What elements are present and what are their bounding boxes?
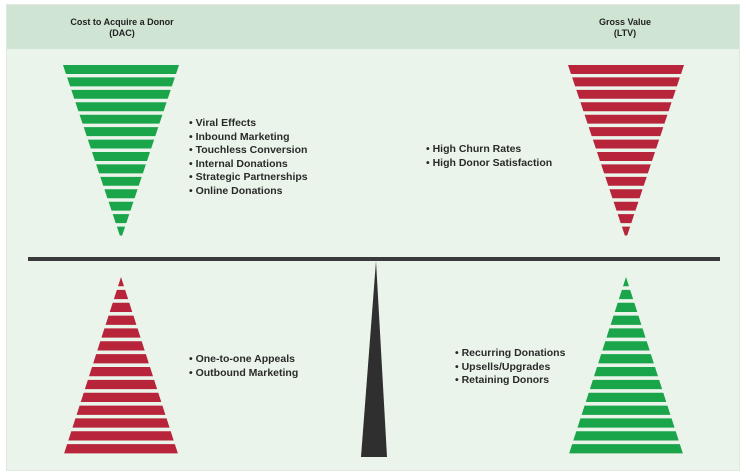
list-item: Upsells/Upgrades xyxy=(455,361,565,375)
triangle-stripe xyxy=(80,392,162,402)
triangle-stripe xyxy=(109,302,133,312)
dac-title: Cost to Acquire a Donor (DAC) xyxy=(47,17,197,39)
triangle-stripe xyxy=(76,405,166,415)
triangle-stripe xyxy=(606,328,646,338)
triangle-stripe xyxy=(573,431,679,441)
dac-low-cost-list: Viral EffectsInbound MarketingTouchless … xyxy=(189,117,308,198)
triangle-stripe xyxy=(63,65,179,74)
triangle-stripe xyxy=(618,289,634,300)
list-item: Strategic Partnerships xyxy=(189,171,308,185)
triangle-stripe xyxy=(605,176,647,186)
ltv-title-line2: (LTV) xyxy=(613,28,637,38)
triangle-stripe xyxy=(597,152,655,161)
triangle-stripe xyxy=(580,102,672,112)
list-item: Touchless Conversion xyxy=(189,144,308,158)
list-item: Outbound Marketing xyxy=(189,367,299,381)
triangle-stripe xyxy=(105,315,137,325)
balance-diagram xyxy=(28,65,720,457)
list-item: Inbound Marketing xyxy=(189,131,308,145)
fulcrum-wedge xyxy=(361,261,387,457)
triangle-stripe xyxy=(594,367,658,377)
ltv-high-value-list: Recurring DonationsUpsells/UpgradesRetai… xyxy=(455,347,566,388)
triangle-stripe xyxy=(75,102,167,112)
triangle-stripe xyxy=(64,444,178,454)
triangle-stripe xyxy=(613,201,639,211)
triangle-stripe xyxy=(617,214,635,224)
ltv-title-line1: Gross Value xyxy=(598,17,652,27)
triangle-stripe xyxy=(71,89,171,99)
triangle-stripe xyxy=(72,418,170,428)
triangle-stripe xyxy=(96,164,146,174)
triangle-stripe xyxy=(584,114,668,124)
triangle-stripe xyxy=(589,379,663,390)
triangle-stripe xyxy=(598,354,654,364)
list-item: Viral Effects xyxy=(189,117,308,131)
list-item: High Churn Rates xyxy=(426,143,552,157)
triangle-stripe xyxy=(100,176,142,186)
list-item: Online Donations xyxy=(189,185,308,199)
diagram-canvas: Cost to Acquire a Donor (DAC) Gross Valu… xyxy=(6,4,740,471)
triangle-stripe xyxy=(621,226,631,236)
triangle-stripe xyxy=(79,114,163,124)
triangle-stripe xyxy=(108,201,134,211)
triangle-stripe xyxy=(569,444,683,454)
triangle-stripe xyxy=(83,127,159,137)
list-item: High Donor Satisfaction xyxy=(426,157,553,171)
list-item: Recurring Donations xyxy=(455,347,566,361)
triangle-stripe xyxy=(67,77,175,87)
triangle-stripe xyxy=(93,354,149,364)
triangle-stripe xyxy=(572,77,680,87)
triangle-stripe xyxy=(89,367,153,377)
triangle-stripe xyxy=(588,127,664,137)
dac-red-upright-triangle xyxy=(64,277,178,454)
triangle-stripe xyxy=(118,277,124,287)
triangle-stripe xyxy=(623,277,629,287)
triangle-stripe xyxy=(87,139,155,149)
triangle-stripe xyxy=(112,214,130,224)
triangle-stripe xyxy=(113,289,129,300)
triangle-stripe xyxy=(568,65,684,74)
triangle-stripe xyxy=(581,405,671,415)
triangle-stripe xyxy=(610,315,642,325)
triangle-stripe xyxy=(592,139,660,149)
triangle-stripe xyxy=(101,328,141,338)
triangle-stripe xyxy=(601,164,651,174)
triangle-stripe xyxy=(609,189,643,199)
triangle-stripe xyxy=(68,431,174,441)
ltv-green-upright-triangle xyxy=(569,277,683,454)
triangle-stripe xyxy=(116,226,126,236)
list-item: Internal Donations xyxy=(189,158,308,172)
dac-title-line2: (DAC) xyxy=(109,28,135,38)
triangle-stripe xyxy=(585,392,667,402)
ltv-title: Gross Value (LTV) xyxy=(555,17,695,39)
triangle-stripe xyxy=(92,152,150,161)
dac-high-cost-list: One-to-one AppealsOutbound Marketing xyxy=(189,353,299,381)
ltv-low-value-list: High Churn RatesHigh Donor Satisfaction xyxy=(426,143,553,171)
header-band xyxy=(7,5,739,49)
list-item: One-to-one Appeals xyxy=(189,353,298,367)
ltv-red-inverted-triangle xyxy=(568,65,684,236)
triangle-stripe xyxy=(104,189,138,199)
dac-green-inverted-triangle xyxy=(63,65,179,236)
triangle-stripe xyxy=(602,341,650,351)
triangle-stripe xyxy=(576,89,676,99)
triangle-stripe xyxy=(577,418,675,428)
dac-title-line1: Cost to Acquire a Donor xyxy=(70,17,174,27)
balance-beam xyxy=(28,257,720,261)
list-item: Retaining Donors xyxy=(455,374,565,388)
triangle-stripe xyxy=(84,379,158,390)
triangle-stripe xyxy=(97,341,145,351)
triangle-stripe xyxy=(614,302,638,312)
